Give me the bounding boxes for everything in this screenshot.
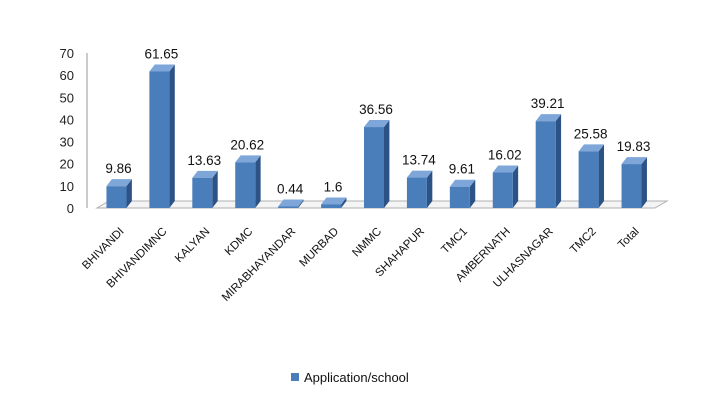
bar	[235, 155, 261, 208]
data-labels-layer: 9.86 61.65 13.63 20.62 0.44 1.6 36.56 13.74 9.61…	[105, 46, 650, 196]
bars-layer	[106, 64, 647, 208]
bar-top	[278, 199, 304, 207]
bar-front	[278, 206, 299, 208]
bar-top	[364, 120, 390, 128]
legend-swatch	[291, 373, 299, 381]
y-tick-label: 20	[60, 157, 74, 172]
data-label: 16.02	[488, 148, 522, 163]
data-label: 19.83	[617, 139, 651, 154]
bar-top	[149, 64, 175, 72]
bar	[321, 197, 347, 208]
bar-side	[298, 199, 304, 208]
category-label: NMMC	[350, 226, 384, 260]
bar-side	[126, 179, 132, 208]
bar-side	[555, 114, 562, 208]
bar-top	[192, 170, 218, 178]
legend: Application/school	[291, 370, 409, 385]
y-tick-label: 0	[67, 201, 74, 216]
y-tick-label: 10	[60, 179, 74, 194]
category-label: Total	[616, 226, 642, 252]
bar	[364, 120, 390, 208]
bar	[106, 179, 132, 208]
data-label: 61.65	[144, 46, 178, 61]
y-tick-label: 60	[60, 68, 74, 83]
bar-side	[641, 157, 647, 208]
bar-top	[235, 155, 261, 163]
data-label: 9.61	[449, 162, 475, 177]
category-label: TMC1	[439, 226, 470, 257]
bar	[535, 114, 562, 208]
bar	[621, 157, 647, 208]
bar-front	[106, 186, 127, 208]
bar-top	[578, 144, 605, 152]
bar-front	[492, 172, 513, 208]
bar-side	[512, 165, 519, 208]
bar-top	[106, 179, 132, 187]
bar-front	[364, 127, 384, 208]
category-label: KDMC	[223, 226, 255, 258]
data-label: 0.44	[277, 182, 304, 197]
bar-side	[598, 144, 605, 208]
bar-side	[341, 197, 347, 208]
bar-top	[535, 114, 562, 122]
bar-front	[406, 177, 427, 208]
bar	[278, 199, 304, 208]
bar-side	[384, 120, 390, 208]
data-label: 25.58	[574, 126, 608, 141]
bar-front	[192, 177, 213, 208]
data-label: 1.6	[324, 179, 343, 194]
bar-front	[321, 204, 342, 208]
bar	[492, 165, 519, 208]
category-label: MURBAD	[297, 226, 341, 270]
bar-side	[169, 64, 175, 208]
y-tick-label: 30	[60, 135, 74, 150]
bar-side	[426, 170, 433, 208]
bar-top	[321, 197, 347, 205]
y-tick-label: 50	[60, 90, 74, 105]
bar-front	[149, 71, 170, 208]
bar-side	[255, 155, 261, 208]
y-tick-label: 40	[60, 112, 74, 127]
category-label: BHIVANDI	[80, 226, 126, 272]
bar-top	[621, 157, 647, 165]
bar	[406, 170, 433, 208]
bar-front	[449, 186, 470, 208]
data-label: 9.86	[105, 161, 131, 176]
bar-front	[578, 151, 599, 208]
bar	[449, 179, 476, 208]
data-label: 13.63	[187, 153, 221, 168]
data-label: 20.62	[230, 137, 264, 152]
category-label: MIRABHAYANDAR	[220, 226, 298, 304]
legend-label: Application/school	[304, 370, 409, 385]
bar-top	[492, 165, 519, 173]
data-label: 13.74	[402, 153, 436, 168]
category-label: KALYAN	[173, 226, 212, 265]
bar-top	[449, 179, 476, 187]
bar-front	[621, 164, 642, 208]
category-label: TMC2	[568, 226, 599, 257]
bar-front	[235, 162, 256, 208]
data-label: 39.21	[531, 96, 565, 111]
bar	[192, 170, 218, 208]
bar-top	[406, 170, 433, 178]
bar	[578, 144, 605, 208]
bar	[149, 64, 175, 208]
bar-side	[469, 179, 476, 208]
y-tick-label: 70	[60, 46, 74, 61]
bar-side	[212, 170, 218, 208]
bar-front	[535, 121, 556, 208]
data-label: 36.56	[359, 102, 393, 117]
